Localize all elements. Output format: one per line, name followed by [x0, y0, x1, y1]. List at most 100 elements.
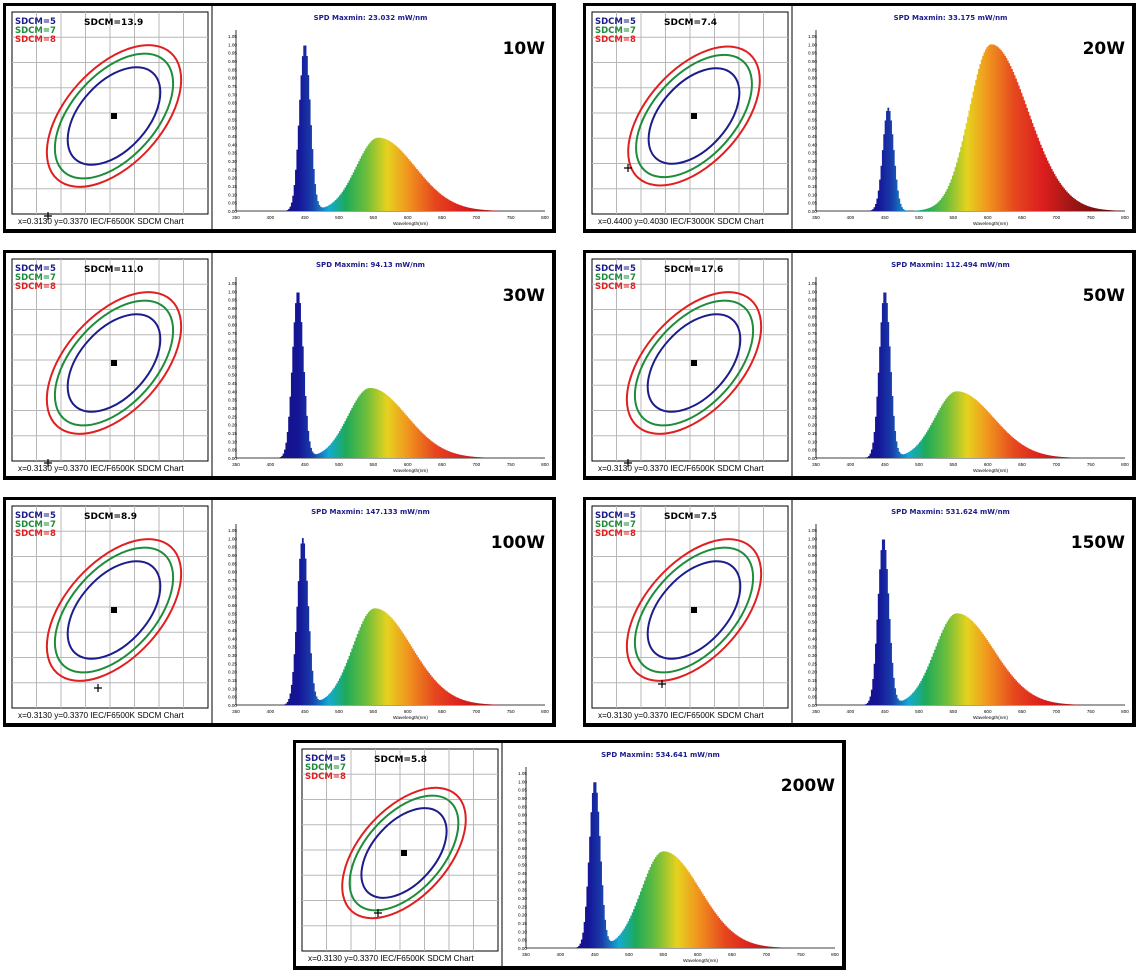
spd-title: SPD Maxmin: 33.175 mW/nm [894, 14, 1008, 22]
y-tick-label: 0.65 [808, 595, 817, 600]
y-tick-label: 0.55 [808, 364, 817, 369]
x-tick-label: 700 [472, 709, 480, 714]
chromaticity-coords: x=0.3130 y=0.3370 IEC/F6500K SDCM Chart [18, 217, 184, 226]
spd-title: SPD Maxmin: 534.641 mW/nm [601, 751, 720, 759]
y-tick-label: 0.25 [808, 661, 817, 666]
y-tick-label: 0.60 [808, 356, 817, 361]
y-tick-label: 0.60 [228, 603, 237, 608]
x-axis-label: Wavelength(nm) [393, 221, 428, 227]
y-tick-label: 0.40 [808, 142, 817, 147]
x-tick-label: 800 [1121, 709, 1129, 714]
x-tick-label: 700 [472, 462, 480, 467]
legend-entry: SDCM=8 [15, 35, 56, 45]
x-tick-label: 650 [728, 952, 736, 957]
y-tick-label: 0.40 [228, 142, 237, 147]
spd-area [285, 46, 498, 211]
y-tick-label: 0.55 [518, 854, 527, 859]
chromaticity-coords: x=0.3130 y=0.3370 IEC/F6500K SDCM Chart [18, 464, 184, 473]
y-tick-label: 0.05 [518, 938, 527, 943]
y-tick-label: 1.00 [228, 42, 237, 47]
y-tick-label: 0.00 [808, 456, 817, 461]
y-tick-label: 0.60 [808, 603, 817, 608]
spd-area [864, 539, 1080, 705]
x-tick-label: 400 [266, 462, 274, 467]
x-tick-label: 450 [881, 215, 889, 220]
y-tick-label: 0.65 [228, 101, 237, 106]
y-tick-label: 0.90 [228, 59, 237, 64]
y-tick-label: 0.30 [808, 159, 817, 164]
x-tick-label: 750 [1087, 709, 1095, 714]
x-tick-label: 600 [404, 709, 412, 714]
y-tick-label: 0.35 [228, 151, 237, 156]
y-tick-label: 0.40 [228, 389, 237, 394]
sdcm-value: SDCM=13.9 [84, 18, 143, 28]
x-tick-label: 500 [915, 462, 923, 467]
target-center-marker [691, 113, 697, 119]
x-tick-label: 550 [369, 215, 377, 220]
y-tick-label: 0.95 [808, 51, 817, 56]
y-tick-label: 1.05 [518, 771, 527, 776]
target-center-marker [111, 607, 117, 613]
y-tick-label: 0.00 [228, 456, 237, 461]
y-tick-label: 0.90 [808, 59, 817, 64]
target-center-marker [691, 607, 697, 613]
y-tick-label: 0.70 [808, 586, 817, 591]
y-tick-label: 0.40 [808, 389, 817, 394]
y-tick-label: 0.75 [228, 84, 237, 89]
y-tick-label: 0.75 [518, 821, 527, 826]
y-tick-label: 0.55 [228, 117, 237, 122]
y-tick-label: 0.65 [808, 348, 817, 353]
x-tick-label: 650 [1018, 709, 1026, 714]
y-tick-label: 1.05 [808, 528, 817, 533]
y-tick-label: 0.70 [228, 92, 237, 97]
x-tick-label: 350 [522, 952, 530, 957]
x-tick-label: 500 [915, 709, 923, 714]
spd-title: SPD Maxmin: 531.624 mW/nm [891, 508, 1010, 516]
x-tick-label: 700 [1052, 462, 1060, 467]
x-tick-label: 600 [404, 215, 412, 220]
y-tick-label: 0.15 [518, 921, 527, 926]
x-tick-label: 650 [438, 709, 446, 714]
y-tick-label: 0.50 [228, 620, 237, 625]
y-tick-label: 0.50 [808, 620, 817, 625]
x-tick-label: 550 [659, 952, 667, 957]
y-tick-label: 0.30 [808, 406, 817, 411]
legend-entry: SDCM=8 [595, 282, 636, 292]
x-tick-label: 500 [335, 462, 343, 467]
x-tick-label: 350 [232, 462, 240, 467]
y-tick-label: 0.65 [518, 838, 527, 843]
y-tick-label: 0.05 [808, 201, 817, 206]
y-tick-label: 0.80 [228, 570, 237, 575]
legend-entry: SDCM=8 [595, 35, 636, 45]
x-tick-label: 650 [438, 215, 446, 220]
y-tick-label: 0.70 [808, 339, 817, 344]
x-tick-label: 550 [949, 215, 957, 220]
y-tick-label: 0.00 [228, 209, 237, 214]
y-tick-label: 1.00 [808, 42, 817, 47]
y-tick-label: 1.05 [228, 281, 237, 286]
x-tick-label: 350 [812, 709, 820, 714]
y-tick-label: 0.85 [808, 67, 817, 72]
y-tick-label: 0.45 [808, 134, 817, 139]
y-tick-label: 1.05 [228, 34, 237, 39]
x-tick-label: 750 [507, 215, 515, 220]
y-tick-label: 0.85 [808, 561, 817, 566]
y-tick-label: 0.50 [518, 863, 527, 868]
x-tick-label: 550 [369, 462, 377, 467]
x-tick-label: 750 [797, 952, 805, 957]
y-tick-label: 0.20 [228, 176, 237, 181]
y-tick-label: 0.05 [808, 448, 817, 453]
y-tick-label: 0.65 [808, 101, 817, 106]
y-tick-label: 0.05 [808, 695, 817, 700]
y-tick-label: 0.95 [228, 51, 237, 56]
chromaticity-coords: x=0.3130 y=0.3370 IEC/F6500K SDCM Chart [598, 464, 764, 473]
y-tick-label: 0.55 [228, 611, 237, 616]
y-tick-label: 1.00 [808, 289, 817, 294]
x-tick-label: 800 [541, 709, 549, 714]
